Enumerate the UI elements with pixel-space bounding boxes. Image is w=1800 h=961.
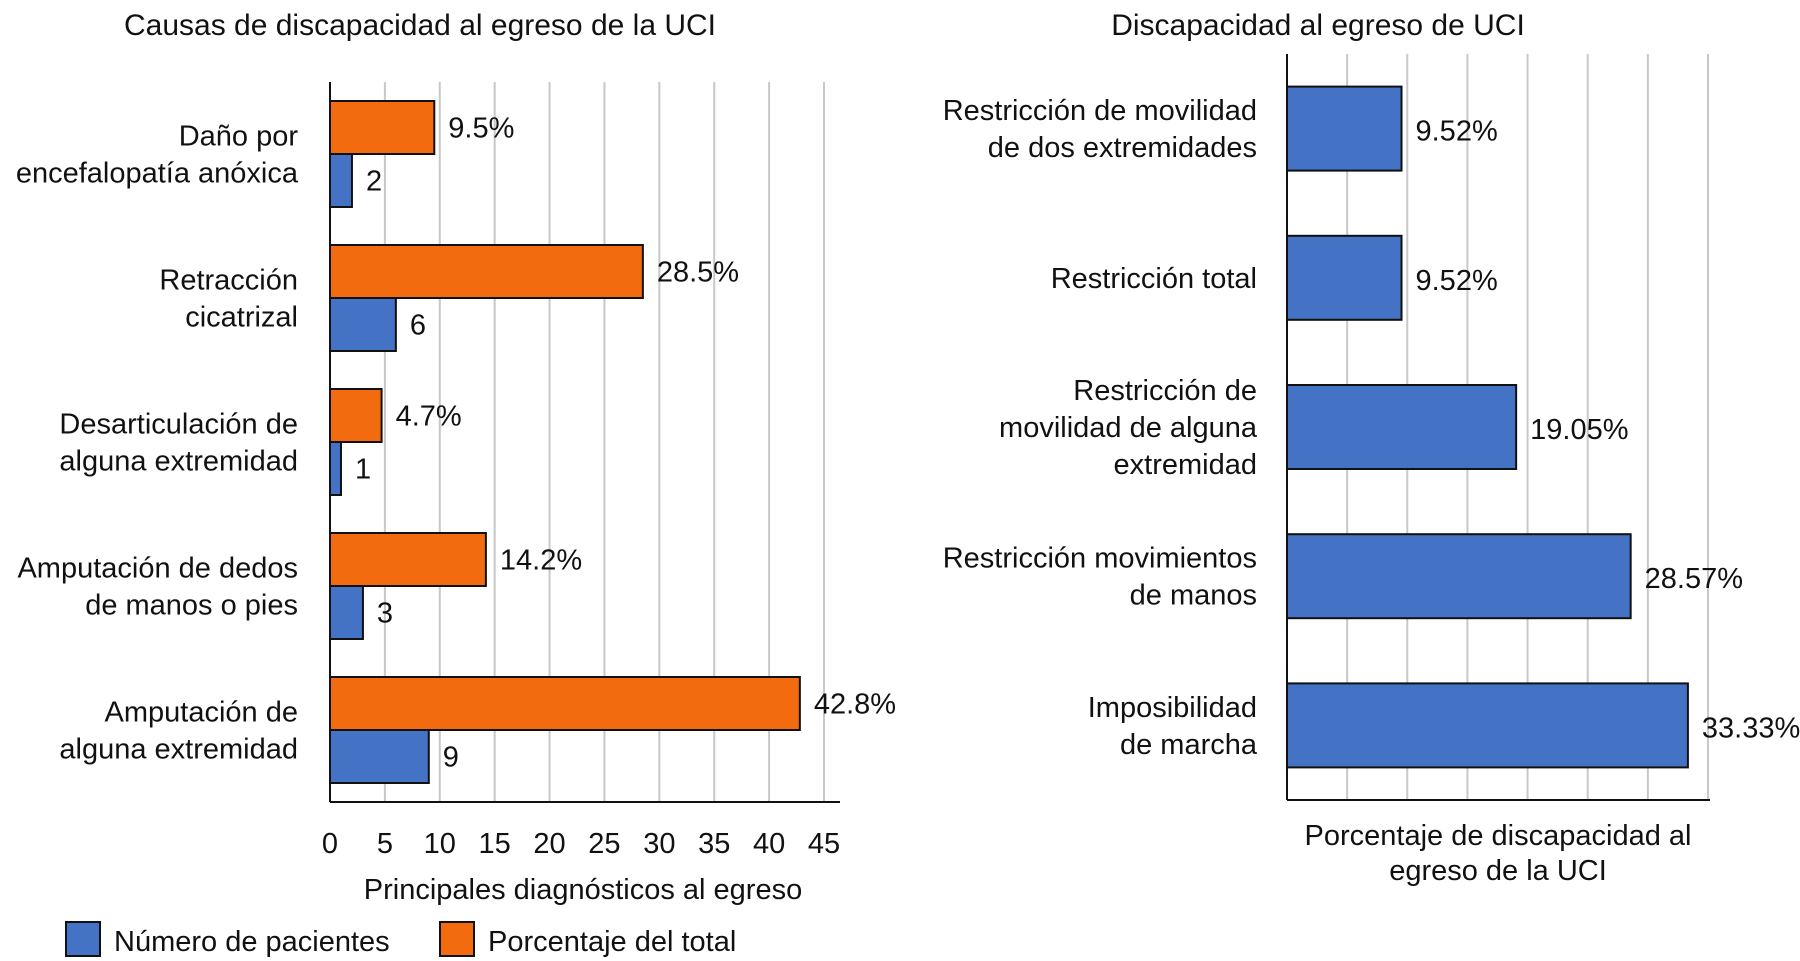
data-label-percent: 9.52% [1416, 116, 1498, 148]
x-tick-label: 40 [753, 828, 785, 860]
x-tick-label: 5 [377, 828, 393, 860]
data-label-patients: 1 [355, 454, 371, 486]
legend-swatch [65, 921, 101, 957]
data-label-percent: 4.7% [396, 401, 462, 433]
legend-swatch [439, 921, 475, 957]
category-label: cicatrizal [185, 302, 298, 334]
data-label-patients: 6 [410, 310, 426, 342]
bar-disability [1286, 85, 1403, 172]
left-bars: 9.5% 2 28.5% 6 4.7% 1 14.2% 3 42.8% 9 [329, 100, 896, 784]
left-chart: Causas de discapacidad al egreso de la U… [16, 9, 896, 958]
x-tick-label: 15 [479, 828, 511, 860]
left-tick-labels: 0 5 10 15 20 25 30 35 40 45 [322, 828, 840, 860]
x-tick-label: 35 [698, 828, 730, 860]
x-tick-label: 30 [643, 828, 675, 860]
category-label: de manos o pies [85, 590, 298, 622]
right-category-labels: Restricción de movilidad de dos extremida… [943, 95, 1258, 761]
category-label: Amputación de dedos [17, 553, 298, 585]
data-label-patients: 2 [366, 166, 382, 198]
data-label-percent: 42.8% [814, 689, 896, 721]
category-label: Restricción de movilidad [943, 95, 1257, 127]
category-label: Restricción total [1051, 263, 1257, 295]
data-label-percent: 14.2% [500, 545, 582, 577]
bar-percent [329, 388, 383, 443]
category-label: Desarticulación de [59, 409, 298, 441]
bar-percent [329, 532, 487, 587]
x-tick-label: 25 [588, 828, 620, 860]
bar-disability [1286, 384, 1518, 470]
category-label: alguna extremidad [59, 446, 298, 478]
data-label-percent: 19.05% [1530, 414, 1628, 446]
right-x-axis-label-line-2: egreso de la UCI [1389, 855, 1607, 887]
right-x-axis-label-line-1: Porcentaje de discapacidad al [1305, 820, 1692, 852]
bar-disability [1286, 234, 1403, 321]
category-label: movilidad de alguna [999, 412, 1258, 444]
bar-patients [329, 297, 397, 352]
left-category-labels: Daño por encefalopatía anóxica Retracción c… [16, 121, 299, 766]
category-label: de marcha [1120, 729, 1258, 761]
right-bars: 9.52% 9.52% 19.05% 28.57% 33.33% [1286, 85, 1800, 769]
legend-label: Número de pacientes [114, 926, 390, 958]
category-label: Imposibilidad [1088, 692, 1257, 724]
bar-percent [329, 676, 801, 731]
bar-patients [329, 441, 342, 496]
category-label: extremidad [1114, 449, 1257, 481]
bar-patients [329, 153, 353, 208]
data-label-percent: 28.5% [657, 257, 739, 289]
category-label: Amputación de [105, 697, 298, 729]
category-label: encefalopatía anóxica [16, 158, 299, 190]
left-x-axis-label: Principales diagnósticos al egreso [364, 874, 802, 906]
x-tick-label: 20 [533, 828, 565, 860]
legend-label: Porcentaje del total [488, 926, 736, 958]
data-label-patients: 9 [443, 742, 459, 774]
bar-disability [1286, 533, 1632, 620]
x-tick-label: 0 [322, 828, 338, 860]
data-label-percent: 33.33% [1702, 712, 1800, 744]
data-label-percent: 9.5% [448, 113, 514, 145]
data-label-patients: 3 [377, 598, 393, 630]
category-label: Restricción movimientos [943, 543, 1257, 575]
category-label: Retracción [159, 265, 298, 297]
category-label: de manos [1130, 580, 1257, 612]
bar-percent [329, 244, 644, 299]
data-label-percent: 28.57% [1645, 563, 1743, 595]
category-label: Restricción de [1073, 375, 1257, 407]
x-tick-label: 45 [808, 828, 840, 860]
legend: Número de pacientes Porcentaje del total [65, 921, 736, 958]
left-chart-title: Causas de discapacidad al egreso de la U… [124, 9, 716, 42]
bar-disability [1286, 682, 1689, 769]
category-label: de dos extremidades [988, 132, 1257, 164]
bar-patients [329, 729, 430, 784]
right-chart-title: Discapacidad al egreso de UCI [1111, 9, 1525, 42]
category-label: Daño por [179, 121, 299, 153]
category-label: alguna extremidad [59, 734, 298, 766]
bar-patients [329, 585, 364, 640]
right-chart: Discapacidad al egreso de UCI 9.52%9.52%… [943, 9, 1800, 887]
bar-percent [329, 100, 436, 155]
x-tick-label: 10 [424, 828, 456, 860]
data-label-percent: 9.52% [1416, 265, 1498, 297]
